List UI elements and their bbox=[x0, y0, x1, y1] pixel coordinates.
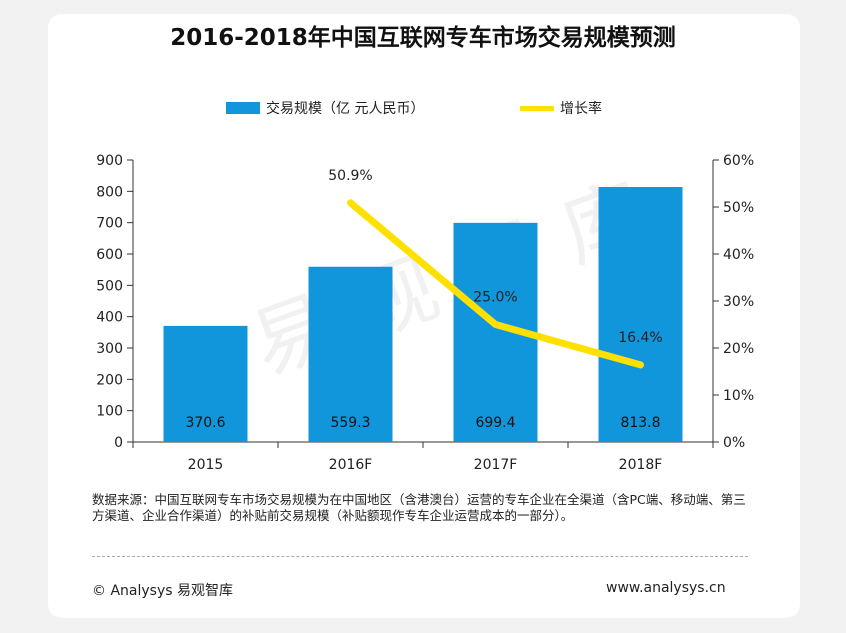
x-axis-tick-label: 2018F bbox=[619, 457, 663, 473]
legend-swatch-line bbox=[520, 105, 554, 111]
legend-label-line: 增长率 bbox=[560, 101, 602, 117]
bar-data-label: 813.8 bbox=[620, 415, 660, 431]
left-axis-tick-label: 300 bbox=[96, 341, 123, 357]
bar bbox=[163, 325, 248, 442]
left-axis-tick-label: 700 bbox=[96, 216, 123, 232]
bar-data-label: 699.4 bbox=[475, 415, 515, 431]
legend-item-line: 增长率 bbox=[520, 98, 602, 118]
right-axis-tick-label: 30% bbox=[723, 294, 754, 310]
x-axis-tick-label: 2016F bbox=[329, 457, 373, 473]
bar-data-label: 559.3 bbox=[330, 415, 370, 431]
left-axis-tick-label: 0 bbox=[114, 435, 123, 451]
growth-data-label: 16.4% bbox=[618, 330, 662, 346]
legend-label-bar: 交易规模（亿 元人民币） bbox=[266, 101, 425, 117]
legend-item-bar: 交易规模（亿 元人民币） bbox=[226, 98, 424, 118]
footer-url: www.analysys.cn bbox=[606, 580, 726, 596]
right-axis-tick-label: 0% bbox=[723, 435, 745, 451]
x-axis-tick-label: 2015 bbox=[188, 457, 224, 473]
right-axis-tick-label: 60% bbox=[723, 153, 754, 169]
footer-copyright: © Analysys 易观智库 bbox=[92, 583, 233, 599]
left-axis-tick-label: 900 bbox=[96, 153, 123, 169]
chart-title: 2016-2018年中国互联网专车市场交易规模预测 bbox=[170, 25, 676, 51]
left-axis-tick-label: 100 bbox=[96, 404, 123, 420]
growth-point bbox=[495, 324, 496, 325]
x-axis-tick-label: 2017F bbox=[474, 457, 518, 473]
growth-data-label: 25.0% bbox=[473, 290, 517, 306]
legend-swatch-bar bbox=[226, 102, 260, 114]
right-axis-tick-label: 40% bbox=[723, 247, 754, 263]
source-note: 数据来源：中国互联网专车市场交易规模为在中国地区（含港澳台）运营的专车企业在全渠… bbox=[92, 492, 746, 523]
left-axis-tick-label: 800 bbox=[96, 184, 123, 200]
growth-point bbox=[350, 202, 351, 204]
left-axis-tick-label: 200 bbox=[96, 372, 123, 388]
growth-point bbox=[640, 364, 641, 366]
left-axis-tick-label: 400 bbox=[96, 310, 123, 326]
growth-data-label: 50.9% bbox=[328, 168, 372, 184]
left-axis-tick-label: 500 bbox=[96, 278, 123, 294]
left-axis-tick-label: 600 bbox=[96, 247, 123, 263]
bar bbox=[308, 266, 393, 442]
right-axis-tick-label: 20% bbox=[723, 341, 754, 357]
right-axis-tick-label: 50% bbox=[723, 200, 754, 216]
footer-divider bbox=[92, 556, 748, 557]
bar bbox=[598, 187, 683, 442]
right-axis-tick-label: 10% bbox=[723, 388, 754, 404]
bar-data-label: 370.6 bbox=[185, 415, 225, 431]
